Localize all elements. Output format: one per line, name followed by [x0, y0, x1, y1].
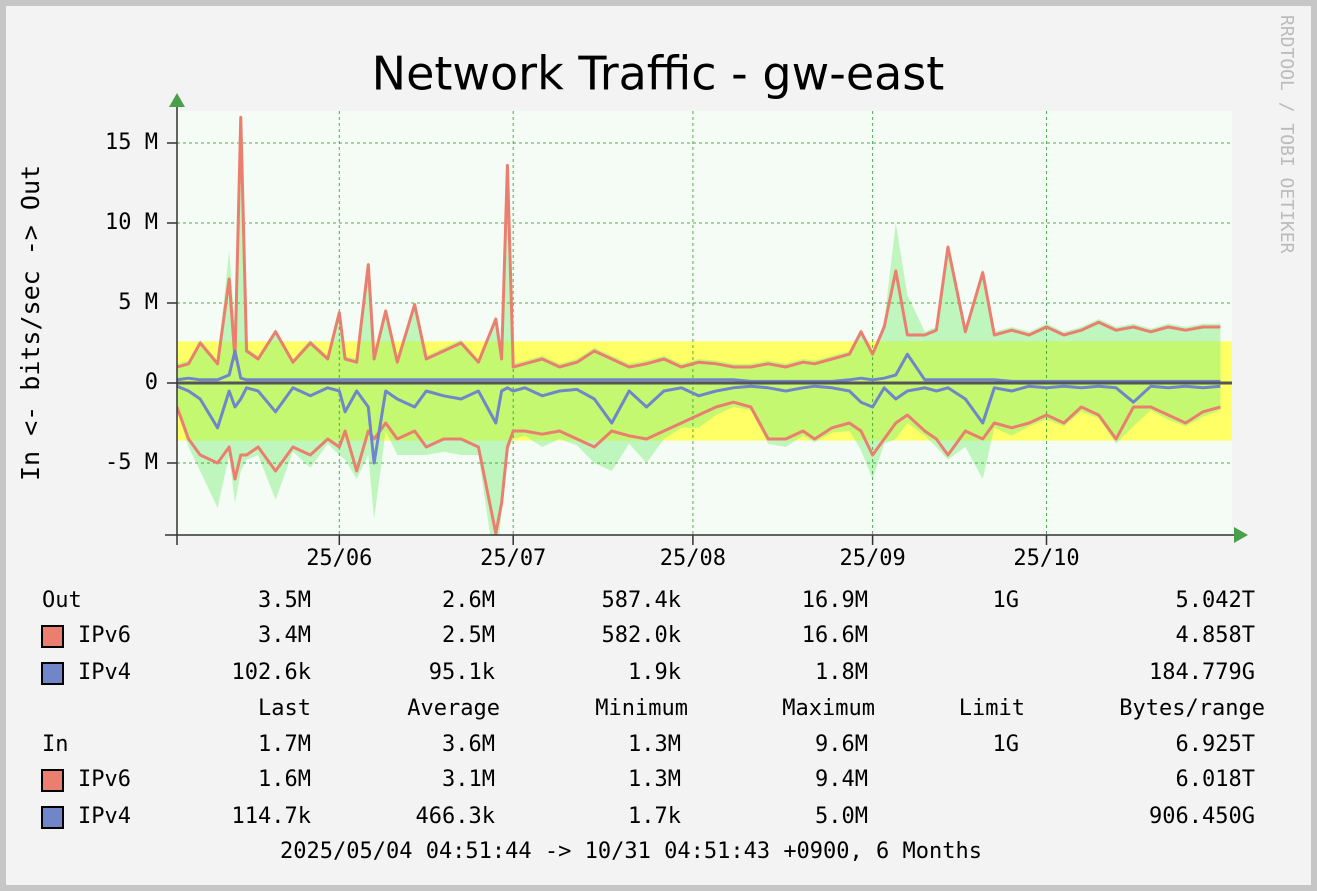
footer: 2025/05/04 04:51:44 -> 10/31 04:51:43 +0…: [280, 839, 982, 864]
stats-header: Maximum: [782, 696, 875, 721]
stats-header: Bytes/range: [1119, 696, 1265, 721]
stat-value: 95.1k: [429, 660, 495, 685]
stat-value: 1.9k: [628, 660, 681, 685]
stat-value: 16.9M: [802, 588, 868, 613]
traffic-area: [177, 383, 1221, 535]
stat-value: 4.858T: [1176, 623, 1255, 648]
traffic-area: [177, 112, 1221, 383]
y-tick-label: 15 M: [105, 130, 158, 155]
traffic-line: [177, 384, 1221, 465]
stat-value: 3.5M: [258, 588, 311, 613]
stat-value: 1G: [993, 588, 1020, 613]
stats-header: Last: [258, 696, 311, 721]
legend-swatch: [41, 625, 64, 648]
credit: RRDTOOL / TOBI OETIKER: [1276, 15, 1297, 254]
x-tick-label: 25/09: [839, 546, 905, 571]
stat-value: 1.3M: [628, 732, 681, 757]
stat-value: 3.4M: [258, 623, 311, 648]
traffic-line: [177, 115, 1221, 369]
average-band: [177, 341, 1232, 441]
traffic-line: [177, 349, 1221, 383]
stat-value: 2.5M: [442, 623, 495, 648]
stat-value: 1G: [993, 732, 1020, 757]
x-axis-arrow: [1234, 527, 1248, 543]
stat-value: 906.450G: [1149, 804, 1255, 829]
stat-value: 16.6M: [802, 623, 868, 648]
x-tick-label: 25/06: [306, 546, 372, 571]
stat-value: 5.042T: [1176, 588, 1255, 613]
stat-value: 1.7M: [258, 732, 311, 757]
y-tick-label: 10 M: [105, 210, 158, 235]
y-tick-label: 5 M: [118, 290, 158, 315]
stat-value: 2.6M: [442, 588, 495, 613]
stat-value: 1.7k: [628, 804, 681, 829]
legend-label: IPv4: [78, 804, 131, 829]
y-axis-arrow: [169, 93, 185, 107]
x-tick-label: 25/08: [660, 546, 726, 571]
x-tick-label: 25/07: [480, 546, 546, 571]
stats-header: Average: [407, 696, 500, 721]
stat-value: 1.3M: [628, 767, 681, 792]
y-axis-label: In <- bits/sec -> Out: [16, 165, 45, 481]
y-tick-label: -5 M: [105, 450, 158, 475]
stat-value: 1.8M: [815, 660, 868, 685]
legend-group-label: Out: [42, 588, 82, 613]
stats-header: Limit: [959, 696, 1025, 721]
legend-swatch: [41, 806, 64, 829]
stat-value: 466.3k: [416, 804, 495, 829]
traffic-line: [177, 400, 1221, 535]
stat-value: 6.018T: [1176, 767, 1255, 792]
stat-value: 582.0k: [602, 623, 681, 648]
stat-value: 6.925T: [1176, 732, 1255, 757]
legend-swatch: [41, 769, 64, 792]
plot-area: [177, 111, 1232, 535]
stat-value: 5.0M: [815, 804, 868, 829]
stat-value: 587.4k: [602, 588, 681, 613]
legend-swatch: [41, 662, 64, 685]
stat-value: 9.4M: [815, 767, 868, 792]
stat-value: 3.1M: [442, 767, 495, 792]
chart-title: Network Traffic - gw-east: [372, 47, 945, 101]
stat-value: 9.6M: [815, 732, 868, 757]
stat-value: 1.6M: [258, 767, 311, 792]
y-tick-label: 0: [145, 370, 158, 395]
stat-value: 184.779G: [1149, 660, 1255, 685]
stat-value: 3.6M: [442, 732, 495, 757]
x-tick-label: 25/10: [1013, 546, 1079, 571]
legend-label: IPv6: [78, 767, 131, 792]
stat-value: 102.6k: [232, 660, 311, 685]
legend-label: IPv4: [78, 660, 131, 685]
stats-header: Minimum: [595, 696, 688, 721]
stat-value: 114.7k: [232, 804, 311, 829]
legend-group-label: In: [42, 732, 69, 757]
legend-label: IPv6: [78, 623, 131, 648]
